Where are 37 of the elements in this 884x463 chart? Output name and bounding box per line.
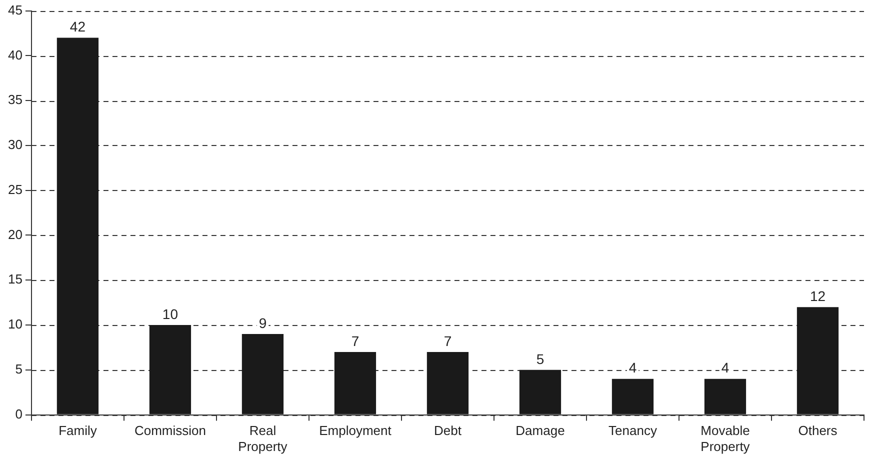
bar	[426, 352, 469, 414]
bar	[519, 370, 562, 414]
bar	[704, 378, 746, 414]
x-tick-label: Employment	[319, 423, 392, 438]
data-label: 10	[162, 306, 178, 322]
y-tick-label: 5	[15, 361, 22, 376]
x-tick-label: Real Property	[238, 423, 288, 454]
data-label: 9	[258, 314, 267, 331]
data-label: 42	[70, 18, 86, 35]
data-label: 4	[721, 360, 730, 376]
y-tick-label: 20	[8, 226, 22, 242]
data-label: 4	[628, 360, 637, 376]
bar	[796, 307, 839, 414]
y-tick-label: 30	[8, 137, 22, 152]
data-label: 5	[536, 350, 544, 367]
bar	[612, 378, 654, 414]
data-label: 7	[444, 332, 452, 349]
x-tick-label: Movable Property	[700, 423, 750, 454]
y-tick-label: 15	[8, 272, 22, 287]
bar	[334, 352, 376, 414]
y-tick-label: 35	[8, 92, 22, 108]
y-tick-label: 45	[8, 2, 22, 18]
x-tick-label: Family	[58, 423, 98, 438]
bar	[149, 325, 192, 414]
x-tick-label: Others	[798, 423, 838, 438]
bar	[242, 334, 284, 414]
bar	[56, 38, 99, 414]
x-tick-label: Damage	[516, 423, 565, 438]
y-tick-label: 10	[8, 316, 22, 332]
data-label: 12	[810, 288, 826, 304]
y-tick-label: 0	[15, 406, 22, 422]
x-tick-label: Debt	[434, 423, 462, 438]
x-tick-label: Commission	[134, 423, 206, 438]
x-tick-label: Tenancy	[608, 423, 658, 438]
y-tick-label: 25	[8, 182, 22, 197]
y-tick-label: 40	[8, 47, 22, 62]
data-label: 7	[351, 332, 360, 349]
